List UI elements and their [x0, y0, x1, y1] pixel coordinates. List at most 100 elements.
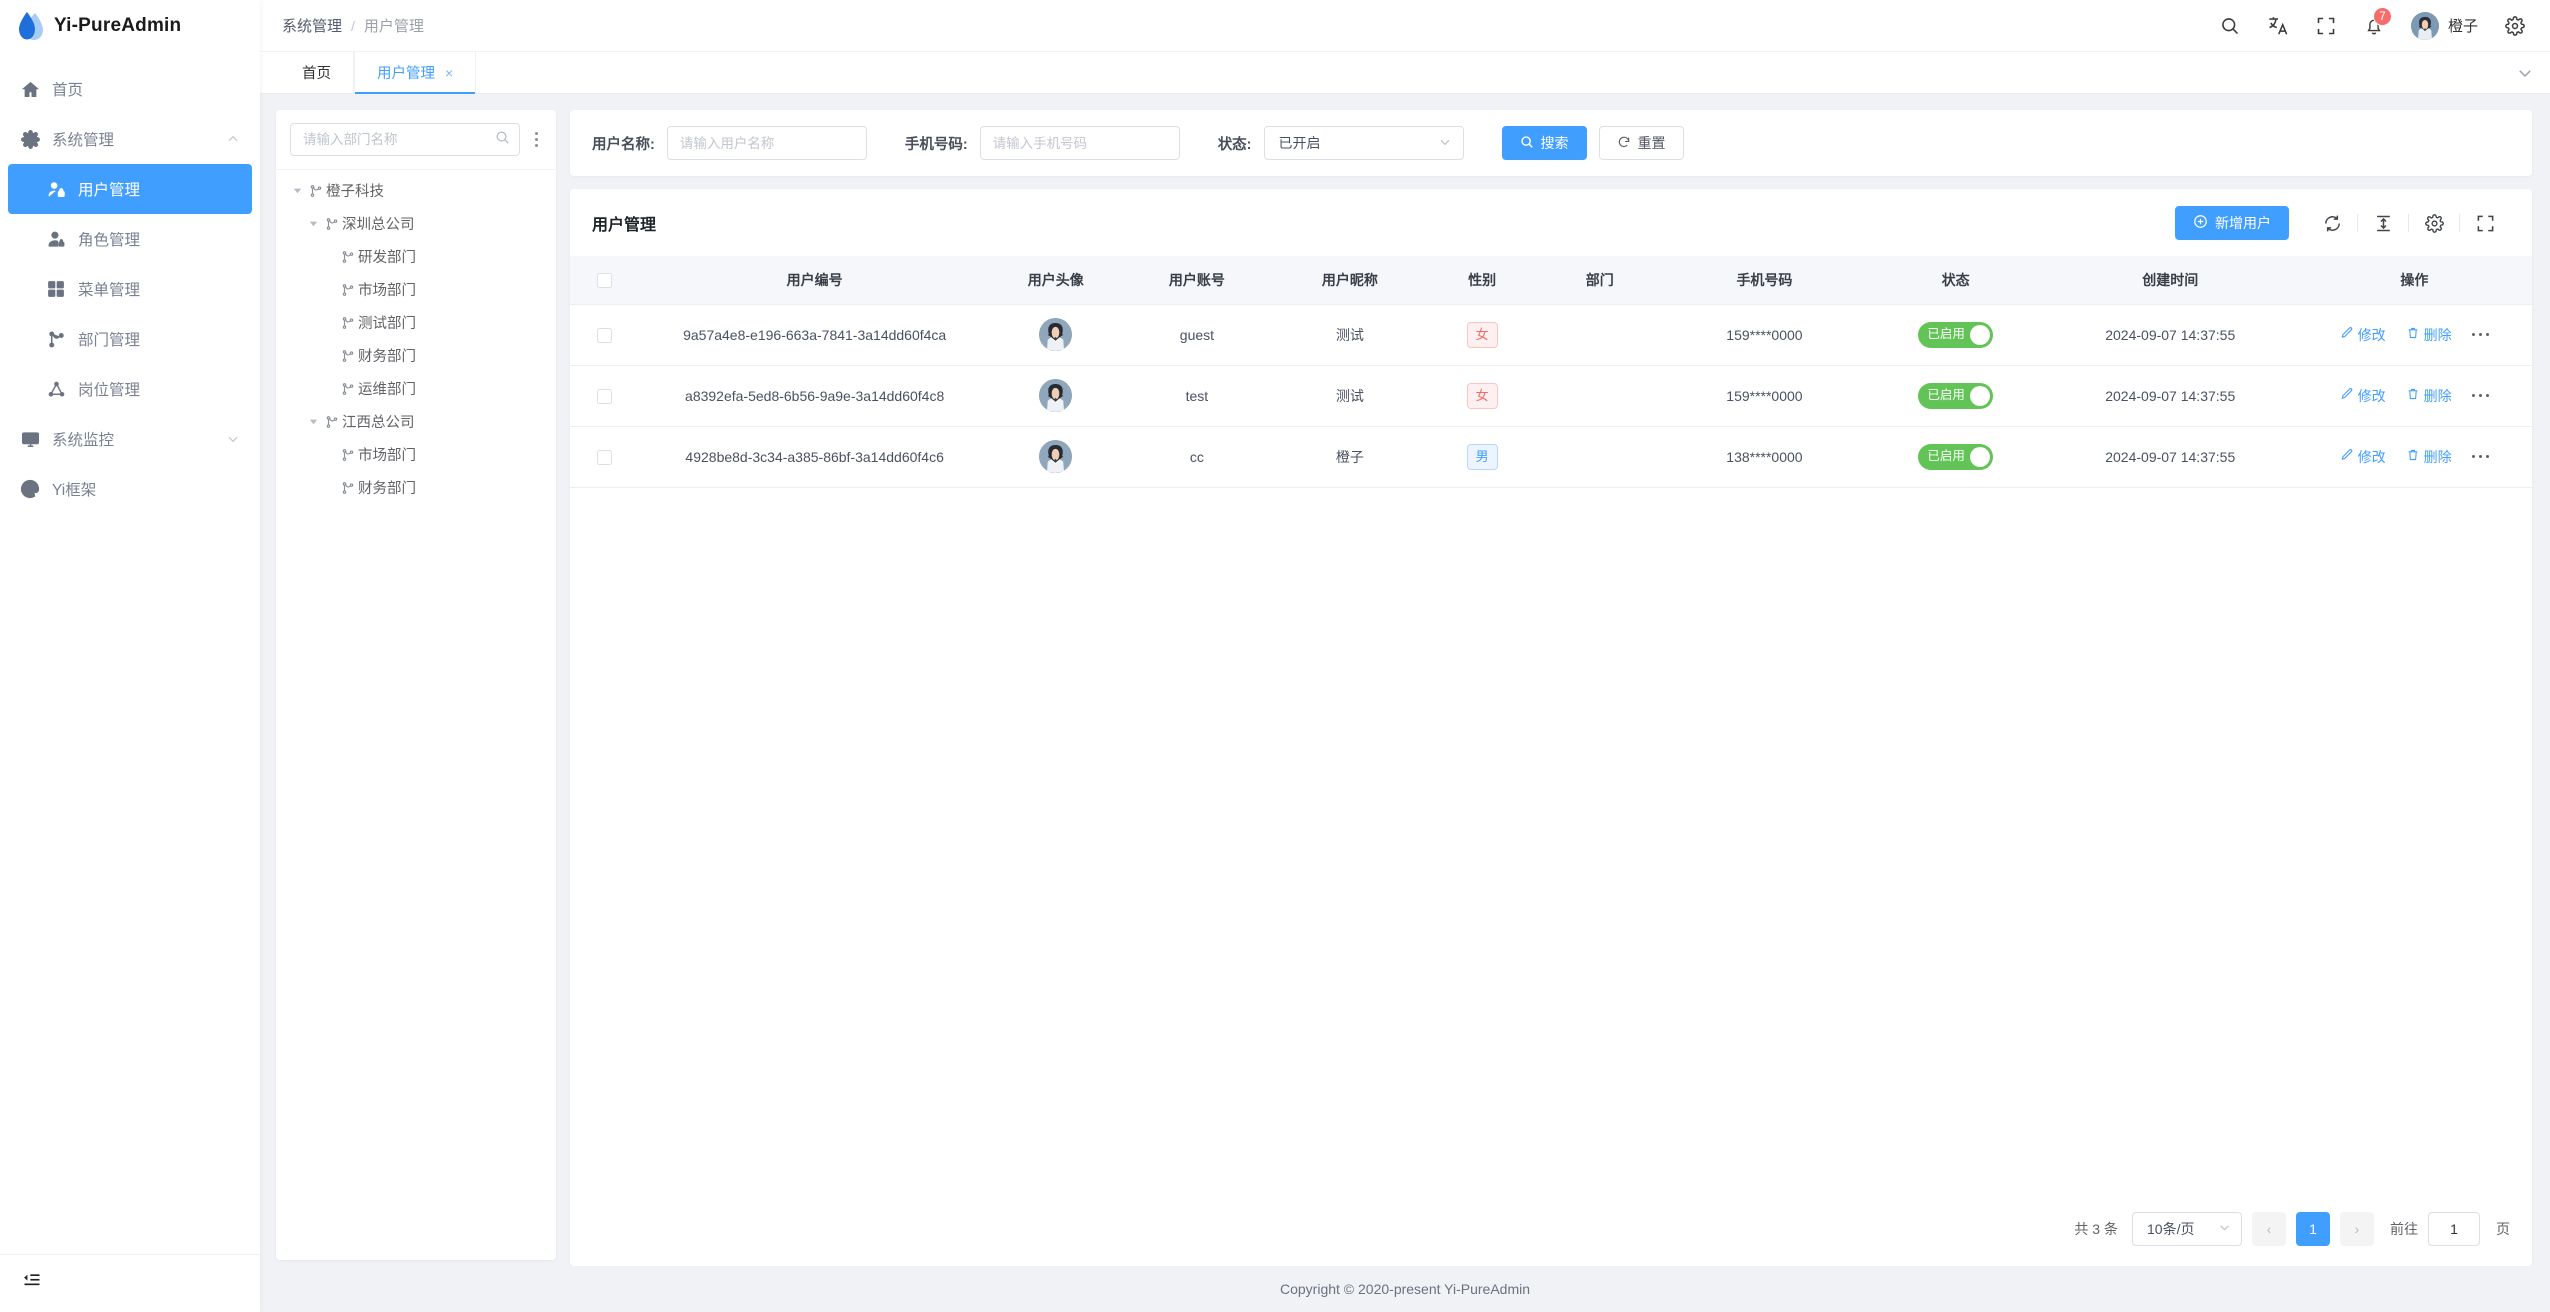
tree-node[interactable]: 财务部门 — [276, 471, 556, 504]
phone-input[interactable] — [979, 126, 1180, 160]
avatar — [2410, 11, 2439, 40]
status-toggle[interactable]: 已启用 — [1918, 443, 1993, 470]
gear-icon[interactable] — [2504, 15, 2526, 37]
sidebar-item-system-monitor[interactable]: 系统监控 — [0, 414, 260, 464]
content-area: 橙子科技深圳总公司研发部门市场部门测试部门财务部门运维部门江西总公司市场部门财务… — [260, 94, 2550, 1266]
collapse-sidebar-icon[interactable] — [22, 1271, 42, 1296]
tree-node[interactable]: 测试部门 — [276, 306, 556, 339]
page-number-1[interactable]: 1 — [2296, 1212, 2330, 1246]
filter-username-label: 用户名称: — [592, 136, 655, 153]
delete-button[interactable]: 删除 — [2406, 325, 2452, 345]
gender-tag: 女 — [1466, 382, 1498, 409]
org-branch-icon — [340, 349, 356, 363]
fullscreen-icon[interactable] — [2474, 212, 2496, 234]
table-row[interactable]: a8392efa-5ed8-6b56-9a9e-3a14dd60f4c8 test… — [570, 365, 2532, 427]
table-row[interactable]: 9a57a4e8-e196-663a-7841-3a14dd60f4ca gues… — [570, 304, 2532, 366]
status-label: 已启用 — [1927, 327, 1965, 342]
breadcrumb-item-1[interactable]: 用户管理 — [363, 18, 424, 35]
page-size-select[interactable]: 10条/页 — [2132, 1212, 2242, 1246]
tab-bar: 首页 用户管理 × — [260, 52, 2550, 94]
phone-field[interactable] — [992, 135, 1167, 151]
fullscreen-icon[interactable] — [2315, 15, 2337, 37]
dept-search-field[interactable] — [303, 132, 495, 147]
edit-button[interactable]: 修改 — [2340, 325, 2386, 345]
sidebar-item-home[interactable]: 首页 — [0, 64, 260, 114]
tree-expand-caret-icon[interactable] — [302, 416, 324, 427]
row-checkbox[interactable] — [596, 449, 612, 465]
horizontal-dots-icon[interactable] — [2471, 454, 2490, 459]
row-checkbox[interactable] — [596, 327, 612, 343]
edit-button[interactable]: 修改 — [2340, 447, 2386, 467]
username-input[interactable] — [666, 126, 867, 160]
chevron-down-icon — [1438, 135, 1452, 152]
username-field[interactable] — [679, 135, 854, 151]
column-header: 用户昵称 — [1273, 256, 1427, 305]
sidebar-item-role-management[interactable]: 角色管理 — [0, 214, 260, 264]
username: 橙子 — [2447, 18, 2478, 35]
user-dept-cell — [1538, 304, 1662, 366]
tree-node[interactable]: 研发部门 — [276, 240, 556, 273]
tree-node[interactable]: 运维部门 — [276, 372, 556, 405]
refresh-icon[interactable] — [2321, 212, 2343, 234]
row-checkbox[interactable] — [596, 388, 612, 404]
org-branch-icon — [340, 316, 356, 330]
edit-button[interactable]: 修改 — [2340, 386, 2386, 406]
user-menu[interactable]: 橙子 — [2410, 11, 2478, 40]
search-icon — [1520, 135, 1534, 152]
sidebar-item-label: 角色管理 — [78, 232, 141, 249]
sidebar-item-user-management[interactable]: 用户管理 — [8, 164, 252, 214]
horizontal-dots-icon[interactable] — [2471, 332, 2490, 337]
bell-icon[interactable]: 7 — [2363, 6, 2392, 37]
close-icon[interactable]: × — [445, 64, 454, 81]
vertical-dots-icon[interactable] — [528, 132, 544, 147]
page-footer: Copyright © 2020-present Yi-PureAdmin — [260, 1266, 2550, 1312]
prev-page-button[interactable]: ‹ — [2252, 1212, 2286, 1246]
jump-page-input[interactable] — [2428, 1212, 2480, 1246]
column-header: 操作 — [2296, 256, 2532, 305]
tree-expand-caret-icon[interactable] — [286, 185, 308, 196]
user-avatar-cell — [991, 426, 1121, 488]
translate-icon[interactable] — [2267, 15, 2289, 37]
chevron-down-icon[interactable] — [2516, 64, 2534, 82]
trash-icon — [2406, 448, 2420, 465]
row-density-icon[interactable] — [2372, 212, 2394, 234]
search-button[interactable]: 搜索 — [1501, 126, 1587, 160]
toolbar-divider — [2408, 214, 2409, 232]
next-page-button[interactable]: › — [2340, 1212, 2374, 1246]
delete-button[interactable]: 删除 — [2406, 447, 2452, 467]
dept-search-input[interactable] — [290, 123, 520, 156]
tree-node[interactable]: 市场部门 — [276, 438, 556, 471]
user-status-cell: 已启用 — [1867, 426, 2044, 488]
tree-node[interactable]: 市场部门 — [276, 273, 556, 306]
tab-home[interactable]: 首页 — [280, 52, 354, 93]
table-header: 用户编号 用户头像 用户账号 用户昵称 性别 部门 手机号码 状态 创建时间 操… — [570, 256, 2532, 305]
table-row[interactable]: 4928be8d-3c34-a385-86bf-3a14dd60f4c6 cc 橙子… — [570, 426, 2532, 488]
brand-logo[interactable]: Yi-PureAdmin — [0, 0, 260, 52]
sidebar-item-yi-framework[interactable]: Yi框架 — [0, 464, 260, 514]
search-icon[interactable] — [2219, 15, 2241, 37]
tab-user-management[interactable]: 用户管理 × — [354, 52, 477, 94]
search-icon[interactable] — [495, 130, 510, 150]
sidebar-item-dept-management[interactable]: 部门管理 — [0, 314, 260, 364]
status-label: 已启用 — [1927, 388, 1965, 403]
sidebar-item-post-management[interactable]: 岗位管理 — [0, 364, 260, 414]
breadcrumb-item-0[interactable]: 系统管理 — [282, 18, 343, 35]
tree-node[interactable]: 财务部门 — [276, 339, 556, 372]
tree-expand-caret-icon[interactable] — [302, 218, 324, 229]
status-select[interactable]: 已开启 — [1263, 126, 1464, 160]
horizontal-dots-icon[interactable] — [2471, 393, 2490, 398]
tree-node[interactable]: 江西总公司 — [276, 405, 556, 438]
sidebar-item-menu-management[interactable]: 菜单管理 — [0, 264, 260, 314]
user-phone-cell: 138****0000 — [1661, 426, 1868, 488]
delete-button[interactable]: 删除 — [2406, 386, 2452, 406]
reset-button[interactable]: 重置 — [1598, 126, 1684, 160]
sidebar-item-system-management[interactable]: 系统管理 — [0, 114, 260, 164]
status-toggle[interactable]: 已启用 — [1918, 321, 1993, 348]
column-settings-icon[interactable] — [2423, 212, 2445, 234]
tree-node[interactable]: 深圳总公司 — [276, 207, 556, 240]
user-lock-icon — [46, 179, 66, 199]
tree-node[interactable]: 橙子科技 — [276, 174, 556, 207]
select-all-checkbox[interactable] — [596, 273, 612, 289]
status-toggle[interactable]: 已启用 — [1918, 382, 1993, 409]
add-user-button[interactable]: 新增用户 — [2175, 206, 2289, 240]
